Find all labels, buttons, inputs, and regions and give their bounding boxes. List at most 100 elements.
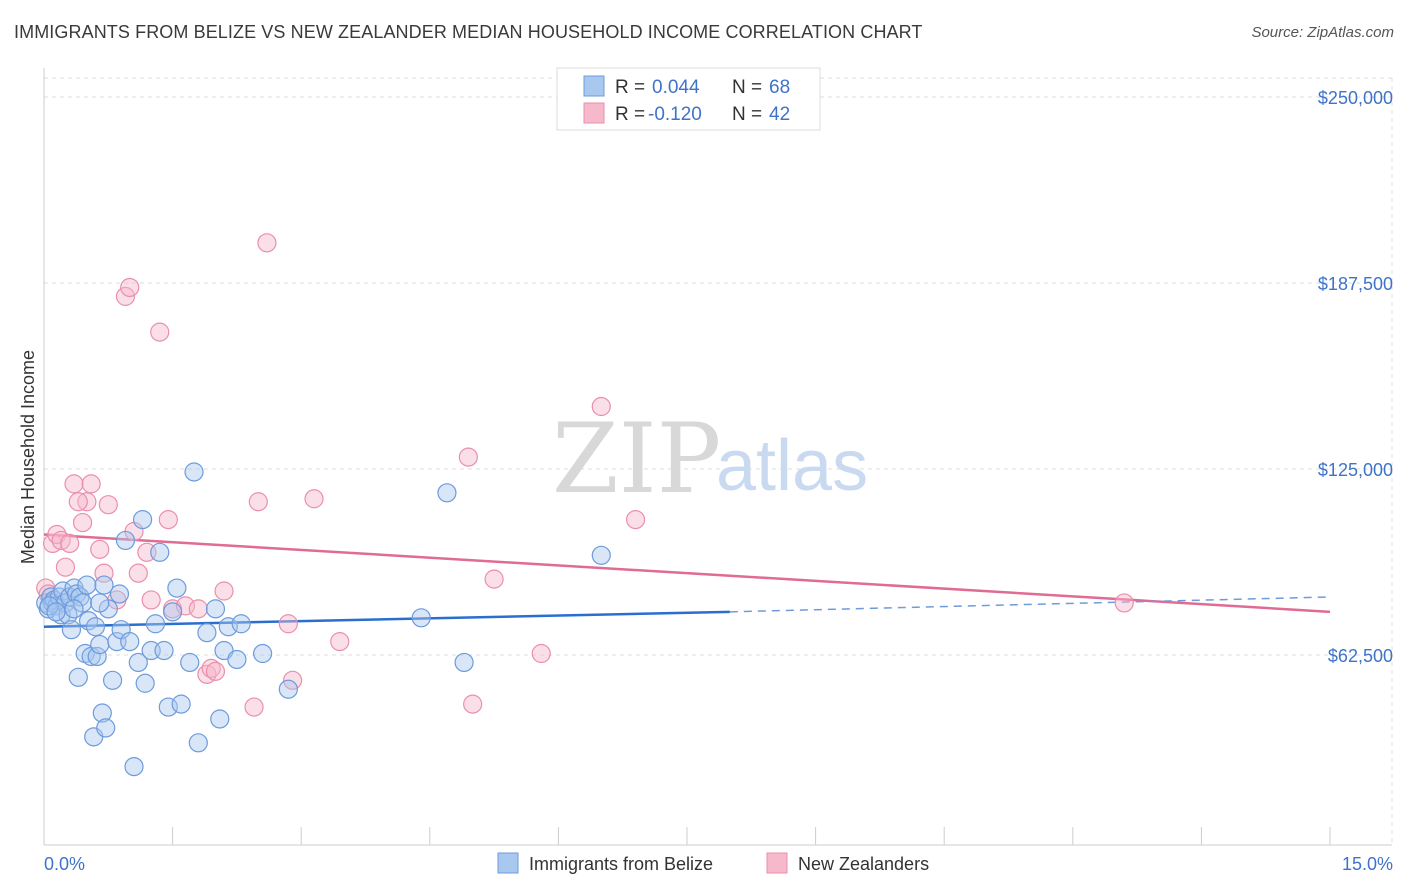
point-belize [90,593,110,613]
y-tick-label: $250,000 [1318,88,1393,108]
point-belize [85,617,106,637]
y-tick-label: $125,000 [1318,460,1393,480]
point-belize [163,602,183,622]
point-new-zealander [128,563,148,583]
point-belize [150,542,170,562]
point-belize [94,575,114,595]
chart-title: IMMIGRANTS FROM BELIZE VS NEW ZEALANDER … [14,22,923,42]
point-belize [90,634,110,655]
point-belize [591,545,611,565]
y-axis-label: Median Household Income [18,350,38,564]
point-new-zealander [591,396,611,417]
point-belize [135,673,155,693]
legend-n-value-2: 42 [769,104,790,125]
point-new-zealander [120,277,140,298]
point-belize [46,602,66,622]
trend-lines [43,533,1331,628]
point-belize [180,652,200,673]
point-new-zealander [625,509,646,530]
trend-line-new-zealanders [43,533,1331,614]
point-belize [115,530,136,551]
point-belize [87,646,107,667]
point-new-zealander [463,694,483,714]
point-new-zealander [150,322,170,342]
point-belize [227,649,247,670]
trend-line-belize-extension [729,596,1331,613]
point-new-zealander [68,492,88,512]
point-new-zealander [72,512,93,533]
point-belize [109,584,130,604]
point-new-zealander [60,533,80,554]
tick-labels: $62,500 $125,000 $187,500 $250,000 0.0% 15.0% [44,88,1393,874]
point-new-zealander [90,539,110,559]
point-belize [188,733,208,753]
legend-n-value-1: 68 [769,77,790,98]
point-new-zealander [205,661,226,681]
legend-swatch-pink [583,102,605,124]
legend-n-label-1: N = [732,77,762,98]
point-new-zealander [64,474,84,494]
point-new-zealander [81,474,101,494]
point-belize [278,679,298,699]
y-tick-label: $187,500 [1318,274,1393,294]
point-belize [171,694,191,714]
point-new-zealander [244,697,264,717]
point-belize [132,509,153,530]
point-belize [102,670,123,690]
point-new-zealander [1114,593,1134,613]
correlation-legend: R = 0.044 N = 68 R = -0.120 N = 42 [556,67,821,131]
legend-n-label-2: N = [732,104,762,125]
point-belize [154,640,174,661]
bottom-legend-swatch-pink [766,852,788,874]
x-tick-label-start: 0.0% [44,854,85,874]
legend-r-value-1: 0.044 [652,77,700,98]
point-new-zealander [531,643,551,664]
legend-r-value-2: -0.120 [648,104,702,125]
point-new-zealander [188,599,208,619]
legend-r-label-1: R = [615,77,645,98]
point-new-zealander [458,447,478,467]
x-tick-label-end: 15.0% [1342,854,1393,874]
point-new-zealander [115,286,136,306]
bottom-legend-swatch-blue [497,852,519,874]
point-belize [210,709,230,729]
point-belize [167,578,187,598]
legend-r-label-2: R = [615,104,645,125]
point-belize [205,599,226,619]
trend-line-belize [43,610,730,628]
point-belize [124,756,144,777]
watermark-zip: ZIP [552,403,721,515]
point-belize [454,652,474,673]
bottom-legend-label-1: Immigrants from Belize [529,854,713,874]
point-belize [120,632,140,652]
point-belize [68,667,88,687]
point-new-zealander [257,233,277,253]
point-new-zealander [248,492,268,512]
watermark: ZIP atlas [552,403,868,515]
series-legend: Immigrants from Belize New Zealanders [497,852,929,874]
point-belize [145,614,166,634]
point-belize [411,608,431,628]
point-new-zealander [141,590,161,610]
point-belize [253,643,273,664]
point-new-zealander [278,614,298,634]
point-new-zealander [214,581,234,601]
point-belize [64,599,84,619]
point-belize [437,483,457,503]
source-label: Source: ZipAtlas.com [1251,24,1394,41]
point-belize [96,718,116,738]
point-belize [92,703,112,723]
point-new-zealander [55,557,76,577]
scatter-points [36,233,1134,777]
point-belize [184,462,204,482]
point-new-zealander [98,495,118,515]
point-new-zealander [158,509,178,530]
y-tick-label: $62,500 [1328,646,1393,666]
point-new-zealander [283,670,303,690]
legend-swatch-blue [583,75,605,97]
point-belize [77,575,97,595]
watermark-atlas: atlas [716,426,868,506]
bottom-legend-label-2: New Zealanders [798,854,929,874]
point-new-zealander [304,489,324,509]
